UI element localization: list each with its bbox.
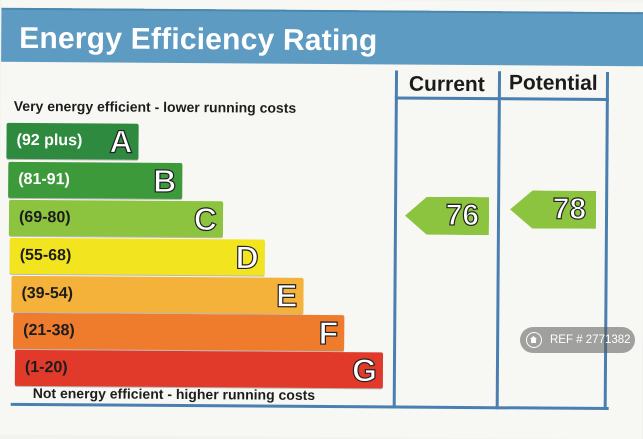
legend-efficient: Very energy efficient - lower running co… (13, 97, 297, 116)
band-a-letter: A (109, 123, 134, 160)
home-icon (526, 332, 542, 348)
band-g: (1-20) G (14, 349, 384, 389)
band-d-letter: D (235, 239, 260, 276)
band-f-range: (21-38) (23, 321, 75, 340)
legend-inefficient: Not energy efficient - higher running co… (32, 384, 316, 403)
column-divider-left (392, 70, 399, 409)
band-d: (55-68) D (9, 237, 265, 276)
current-rating-arrow: 76 (405, 197, 489, 236)
band-e-range: (39-54) (21, 284, 74, 303)
column-header-underline (394, 96, 609, 102)
band-g-range: (1-20) (24, 358, 68, 377)
band-b-range: (81-91) (18, 170, 70, 189)
band-c-letter: C (193, 201, 218, 238)
band-c-range: (69-80) (18, 208, 71, 227)
band-b-letter: B (152, 162, 177, 199)
band-a: (92 plus) A (6, 122, 139, 160)
reference-badge: REF # 2771382 (520, 327, 635, 353)
title-bar: Energy Efficiency Rating (1, 7, 643, 67)
column-divider-right (603, 71, 610, 410)
band-f: (21-38) F (13, 312, 345, 352)
band-d-range: (55-68) (19, 246, 72, 265)
reference-text: REF # 2771382 (550, 334, 631, 346)
band-a-range: (92 plus) (16, 131, 83, 150)
current-rating-value: 76 (445, 198, 480, 233)
band-f-letter: F (318, 314, 339, 352)
column-divider-middle (495, 71, 502, 410)
band-g-letter: G (351, 352, 378, 389)
potential-rating-arrow: 78 (510, 190, 596, 229)
potential-column-title: Potential (508, 71, 598, 95)
band-e: (39-54) E (11, 275, 304, 314)
frame-bottom-line (10, 402, 609, 411)
band-b: (81-91) B (8, 161, 183, 200)
band-c: (69-80) C (8, 199, 224, 238)
band-e-letter: E (275, 277, 298, 314)
potential-rating-value: 78 (552, 192, 587, 226)
current-column-title: Current (408, 72, 485, 97)
chart-title: Energy Efficiency Rating (19, 21, 378, 58)
